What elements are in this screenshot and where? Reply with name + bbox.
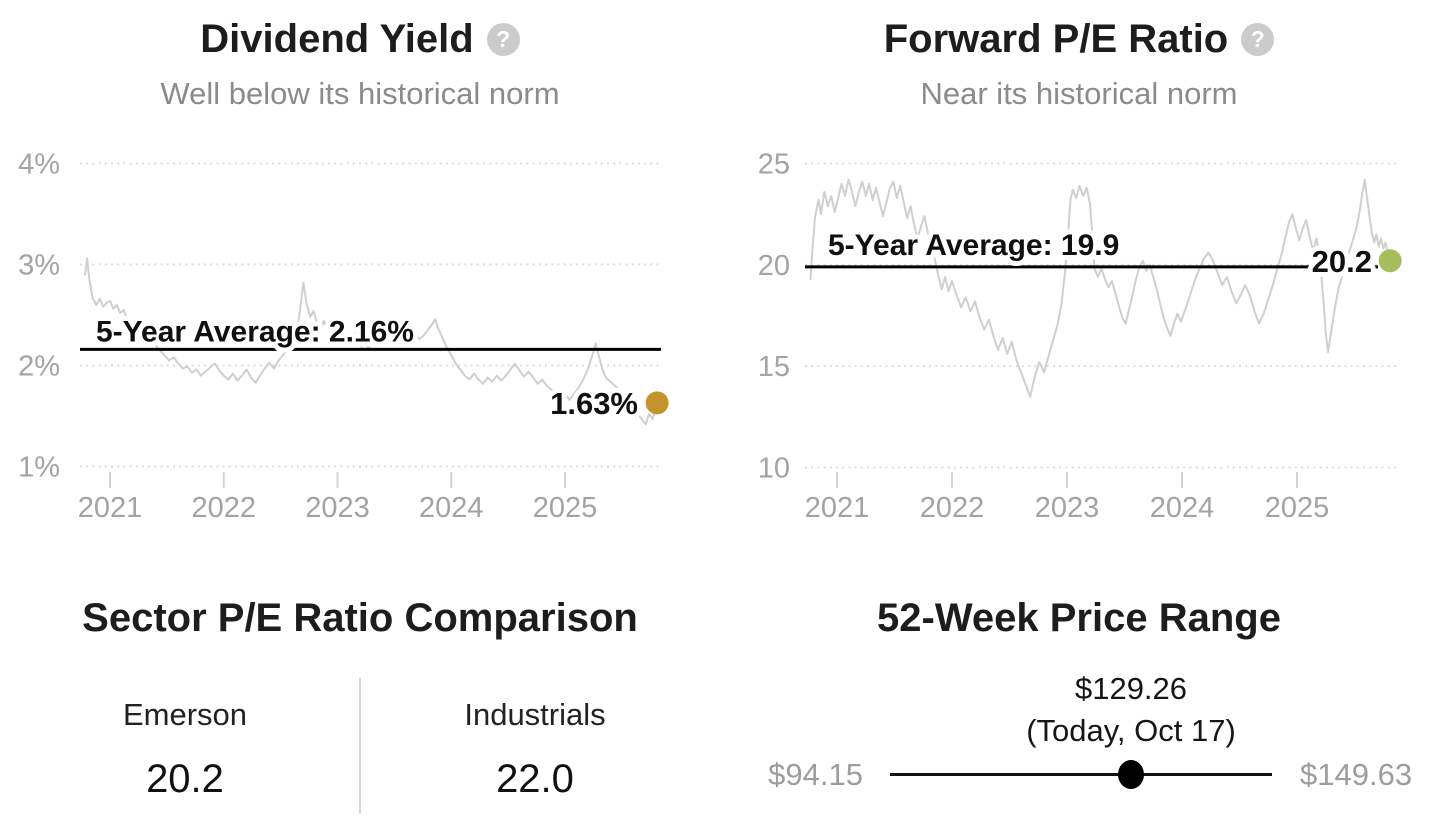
x-axis-label: 2025 [533,492,598,524]
forward-pe-title: Forward P/E Ratio [883,17,1229,61]
y-axis-label: 3% [18,250,60,282]
help-icon[interactable]: ? [486,22,520,56]
dividend-yield-chart[interactable]: 4% 3% 2% 1% 2021 2022 2023 2024 2025 5-Year Avera… [0,140,720,540]
sector-pe-comparison-panel: Sector P/E Ratio Comparison Emerson 20.2… [0,560,720,840]
y-axis-label: 2% [18,351,60,383]
y-axis-label: 10 [758,453,790,485]
forward-pe-chart[interactable]: 25 20 15 10 2021 2022 2023 2024 2025 5-Year Avera… [720,140,1438,540]
current-price-note: (Today, Oct 17) [1026,713,1236,748]
forward-pe-panel: Forward P/E Ratio ? Near its historical … [720,0,1438,560]
range-high-label: $149.63 [1300,757,1413,792]
forward-pe-subtitle: Near its historical norm [920,76,1238,111]
current-price: $129.26 [1074,671,1188,706]
current-value-label: 20.2 [1312,244,1372,279]
x-axis-label: 2021 [78,492,143,524]
x-axis-label: 2023 [305,492,370,524]
y-axis-label: 25 [758,149,790,181]
five-year-average-label: 5-Year Average: 19.9 [828,229,1119,262]
current-price-dot [1118,760,1144,789]
dividend-yield-subtitle: Well below its historical norm [160,76,560,111]
dividend-yield-title: Dividend Yield [200,17,474,61]
dividend-yield-panel: Dividend Yield ? Well below its historic… [0,0,720,560]
range-track [890,773,1272,776]
range-low-label: $94.15 [768,757,863,792]
current-value-dot [1378,249,1402,273]
help-icon[interactable]: ? [1241,22,1275,56]
x-axis-label: 2022 [191,492,256,524]
dividend-yield-header: Dividend Yield ? [0,0,720,62]
emerson-cell: Emerson 20.2 [10,678,360,828]
y-axis-label: 1% [18,452,60,484]
sector-comparison-row: Emerson 20.2 Industrials 22.0 [10,678,710,828]
industrials-pe-value: 22.0 [496,757,574,801]
y-axis-label: 15 [758,351,790,383]
current-value-dot [645,391,669,415]
forward_pe-series-line [809,178,1392,398]
current-price-block: $129.26 (Today, Oct 17) [1026,668,1236,752]
sector-comparison-title: Sector P/E Ratio Comparison [82,596,638,640]
x-axis-label: 2024 [419,492,484,524]
x-axis-label: 2025 [1265,492,1330,524]
industrials-label: Industrials [464,697,606,732]
y-axis-label: 4% [18,149,60,181]
emerson-label: Emerson [122,697,248,732]
x-axis-label: 2022 [920,492,985,524]
emerson-pe-value: 20.2 [146,757,224,801]
x-axis-label: 2024 [1150,492,1215,524]
y-axis-label: 20 [758,250,790,282]
x-axis-label: 2023 [1035,492,1100,524]
vertical-divider [359,678,361,814]
dividend_yield-series-line [84,257,659,426]
current-value-label: 1.63% [550,386,638,421]
x-axis-label: 2021 [805,492,870,524]
price-range-panel: 52-Week Price Range $129.26 (Today, Oct … [720,560,1438,840]
forward-pe-header: Forward P/E Ratio ? [720,0,1438,62]
five-year-average-label: 5-Year Average: 2.16% [96,315,414,348]
industrials-cell: Industrials 22.0 [360,678,710,828]
price-range-title: 52-Week Price Range [877,596,1281,640]
